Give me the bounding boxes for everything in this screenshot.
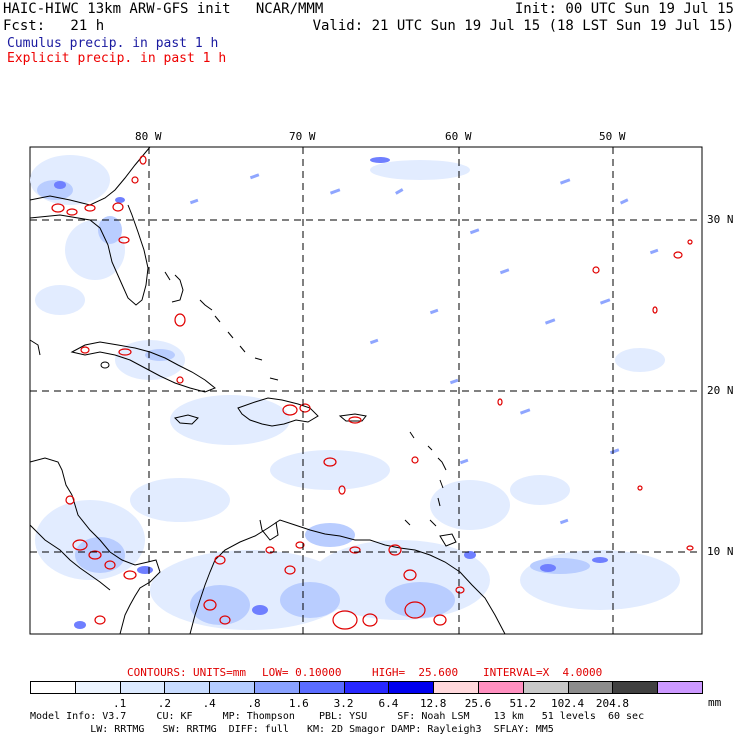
colorbar-swatch (388, 681, 435, 694)
colorbar-tick-label: 1.6 (288, 697, 309, 710)
colorbar-swatch (612, 681, 659, 694)
colorbar-unit: mm (708, 696, 722, 709)
plot-title: HAIC-HIWC 13km ARW-GFS init NCAR/MMM (3, 1, 324, 17)
colorbar-tick-label: 51.2 (509, 697, 537, 710)
lon-label-70w: 70 W (289, 130, 316, 143)
colorbar-swatch (567, 681, 614, 694)
contours-interval: INTERVAL=X 4.0000 (483, 666, 603, 679)
colorbar-swatch (433, 681, 479, 694)
lat-label-10n: 10 N (707, 545, 734, 558)
colorbar-swatch (478, 681, 524, 694)
contours-units: UNITS=mm (193, 666, 246, 679)
colorbar-tick-label: 204.8 (595, 697, 629, 710)
colorbar-swatch (254, 681, 300, 694)
contours-high: HIGH= 25.600 (372, 666, 459, 679)
colorbar-swatch (343, 681, 390, 694)
colorbar-swatch (298, 681, 345, 694)
colorbar-tick-label: 102.4 (551, 697, 585, 710)
init-time: Init: 00 UTC Sun 19 Jul 15 (514, 1, 734, 17)
colorbar-tick-label: 6.4 (378, 697, 399, 710)
model-info-line2: LW: RRTMG SW: RRTMG DIFF: full KM: 2D Sm… (30, 724, 554, 735)
lat-label-20n: 20 N (707, 384, 734, 397)
colorbar-tick-label: 3.2 (333, 697, 354, 710)
lon-label-50w: 50 W (599, 130, 626, 143)
model-info-line1: Model Info: V3.7 CU: KF MP: Thompson PBL… (30, 711, 645, 722)
colorbar-swatch (30, 681, 76, 694)
coastlines (29, 146, 506, 635)
colorbar-tick-label: .8 (247, 697, 261, 710)
contours-low: LOW= 0.10000 (262, 666, 342, 679)
legend-cumulus: Cumulus precip. in past 1 h (7, 36, 219, 51)
colorbar-tick-label: .4 (202, 697, 216, 710)
explicit-precip-contours (51, 155, 694, 630)
forecast-hour: Fcst: 21 h (3, 18, 105, 34)
colorbar-tick-label: .1 (112, 697, 127, 710)
cumulus-precip-field (30, 155, 680, 630)
legend-explicit: Explicit precip. in past 1 h (7, 51, 227, 66)
colorbar-tick-label: 12.8 (419, 697, 447, 710)
lat-label-30n: 30 N (707, 213, 734, 226)
lat-lon-grid (30, 147, 702, 634)
colorbar-swatch (522, 681, 569, 694)
colorbar-tick-label: .2 (157, 697, 172, 710)
colorbar-swatch (209, 681, 255, 694)
colorbar-tick-label: 25.6 (464, 697, 492, 710)
lon-label-60w: 60 W (445, 130, 472, 143)
valid-time: Valid: 21 UTC Sun 19 Jul 15 (18 LST Sun … (312, 18, 734, 34)
colorbar-swatch (657, 681, 703, 694)
colorbar-swatch (74, 681, 121, 694)
contours-label: CONTOURS: (127, 666, 187, 679)
lon-label-80w: 80 W (135, 130, 162, 143)
colorbar-swatch (164, 681, 211, 694)
colorbar-swatch (119, 681, 166, 694)
